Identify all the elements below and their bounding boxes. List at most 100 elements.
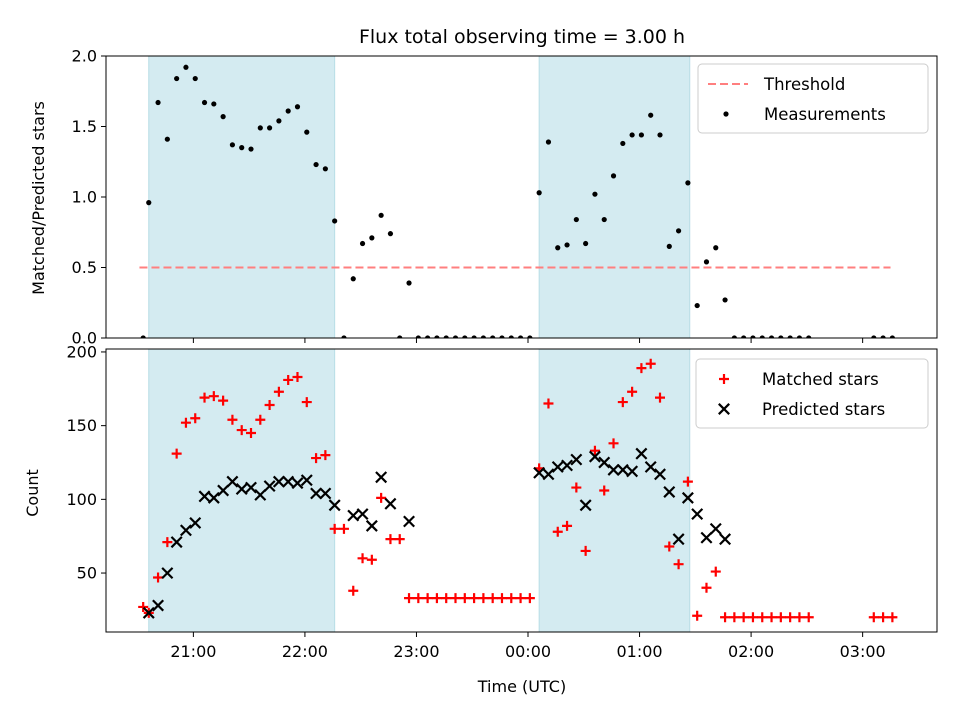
data-point [524, 593, 535, 604]
data-point [589, 445, 600, 456]
data-point [787, 335, 793, 338]
data-point [666, 243, 672, 249]
data-point [694, 302, 700, 309]
top-y-axis-label: Matched/Predicted stars [29, 101, 48, 295]
data-point [263, 480, 276, 493]
data-point [452, 335, 459, 338]
data-point [515, 593, 526, 604]
data-point [657, 132, 663, 138]
data-point [384, 497, 397, 510]
data-point [459, 593, 470, 604]
data-point [601, 216, 607, 223]
legend-label: Measurements [764, 105, 886, 124]
data-point [341, 335, 347, 338]
data-point [347, 509, 360, 522]
data-point [573, 216, 579, 223]
y-tick-label: 100 [66, 490, 97, 509]
data-point [246, 428, 257, 439]
series-measurements [140, 64, 895, 338]
data-point [211, 101, 217, 107]
data-point [645, 358, 656, 369]
data-point [545, 139, 552, 145]
y-tick-label: 0.0 [72, 329, 97, 348]
data-point [161, 567, 174, 580]
data-point [796, 335, 803, 338]
shaded-interval-1 [148, 55, 336, 339]
x-tick-label: 03:00 [840, 642, 886, 661]
data-point [487, 593, 498, 604]
data-point [208, 391, 219, 402]
data-point [499, 335, 505, 338]
data-point [138, 601, 149, 612]
data-point [301, 397, 312, 408]
data-point [329, 523, 340, 534]
data-point [183, 64, 189, 70]
data-point [199, 392, 210, 403]
data-point [778, 335, 784, 338]
legend: Matched stars Predicted stars [695, 358, 929, 429]
data-point [583, 240, 589, 247]
data-point [387, 231, 394, 237]
x-axis-label: Time (UTC) [477, 677, 566, 696]
legend-box [695, 358, 929, 429]
data-point [366, 554, 377, 565]
data-point [655, 392, 665, 403]
x-tick-label: 02:00 [728, 642, 774, 661]
data-point [248, 146, 254, 152]
data-point [703, 259, 710, 265]
shaded-interval-2 [538, 348, 691, 633]
data-point [533, 466, 546, 479]
data-point [311, 453, 322, 464]
data-point [543, 398, 554, 409]
data-point [542, 468, 555, 481]
data-point [218, 395, 229, 406]
data-point [675, 228, 682, 234]
data-point [170, 536, 183, 549]
data-point [300, 474, 313, 487]
data-point [552, 526, 563, 537]
data-point [517, 335, 524, 338]
data-point [868, 612, 879, 623]
data-point [190, 413, 201, 424]
data-point [629, 132, 635, 138]
data-point [794, 612, 805, 623]
data-point [272, 475, 285, 488]
data-point [701, 582, 712, 593]
data-point [480, 335, 486, 338]
data-point [608, 438, 619, 449]
data-point [162, 537, 173, 548]
y-tick-label: 0.5 [72, 258, 97, 277]
data-point [607, 463, 620, 476]
data-point [592, 191, 598, 197]
data-point [292, 372, 303, 383]
data-point [663, 485, 676, 498]
data-point [385, 534, 396, 545]
data-point [207, 491, 220, 504]
data-point [365, 519, 378, 532]
data-point [768, 335, 775, 338]
y-tick-label: 200 [66, 342, 97, 361]
data-point [450, 593, 461, 604]
legend-label: Matched stars [762, 370, 879, 389]
data-point [506, 593, 517, 604]
legend-label: Threshold [763, 75, 845, 94]
data-point [803, 612, 814, 623]
data-point [140, 335, 146, 338]
data-point [152, 599, 165, 612]
data-point [729, 612, 740, 623]
data-point [785, 612, 796, 623]
legend-swatch [723, 111, 729, 117]
data-point [722, 297, 728, 303]
y-tick-label: 150 [66, 416, 97, 435]
data-point [174, 75, 180, 82]
data-point [555, 245, 561, 251]
data-point [235, 483, 248, 496]
data-point [648, 112, 654, 118]
data-point [403, 515, 416, 528]
plot-marks [139, 64, 895, 338]
data-point [617, 397, 628, 408]
data-point [180, 417, 191, 428]
data-point [369, 235, 375, 241]
data-point [536, 190, 542, 196]
